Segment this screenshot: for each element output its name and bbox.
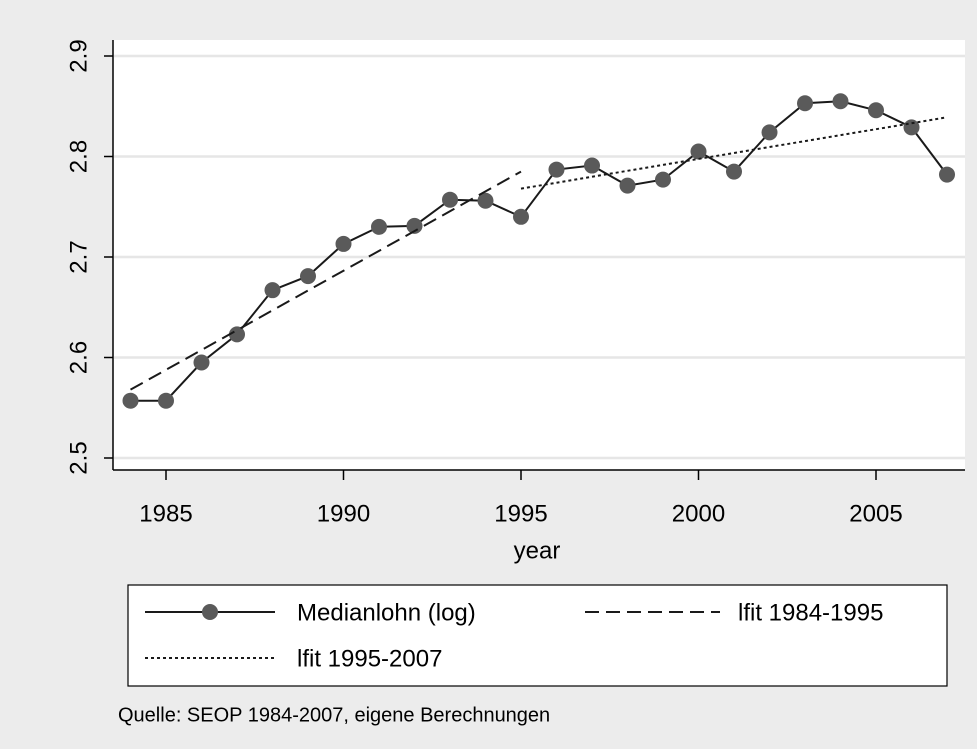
- marker: [726, 163, 742, 180]
- legend: [127, 584, 948, 687]
- marker: [122, 392, 139, 409]
- plot-area: [113, 40, 965, 470]
- marker: [406, 217, 423, 234]
- x-tick-label: 2005: [849, 500, 902, 527]
- marker: [513, 208, 529, 225]
- y-tick-label: 2.6: [65, 341, 92, 374]
- marker: [371, 218, 387, 235]
- marker: [193, 354, 210, 371]
- y-tick-label: 2.7: [65, 240, 92, 273]
- marker: [903, 119, 920, 136]
- marker: [868, 102, 884, 119]
- x-tick-label: 2000: [672, 500, 725, 527]
- marker: [548, 161, 565, 178]
- y-tick-label: 2.9: [65, 39, 92, 72]
- marker: [655, 171, 671, 188]
- marker: [761, 124, 778, 141]
- y-tick-label: 2.5: [65, 441, 92, 474]
- marker: [832, 93, 849, 110]
- legend-marker: [202, 604, 218, 620]
- marker: [690, 143, 707, 160]
- note: Quelle: SEOP 1984-2007, eigene Berechnun…: [118, 704, 550, 726]
- marker: [477, 192, 494, 209]
- y-tick-label: 2.8: [65, 140, 92, 173]
- legend-label: lfit 1984-1995: [738, 599, 883, 626]
- x-tick-label: 1985: [139, 500, 192, 527]
- marker: [158, 392, 174, 409]
- marker: [619, 177, 636, 194]
- marker: [300, 268, 316, 285]
- legend-label: lfit 1995-2007: [297, 645, 442, 672]
- marker: [229, 326, 245, 343]
- x-tick-label: 1995: [494, 500, 547, 527]
- marker: [584, 157, 600, 174]
- marker: [264, 282, 281, 299]
- x-axis-label: year: [514, 537, 561, 564]
- series-line: [130, 170, 522, 391]
- x-tick-label: 1990: [317, 500, 370, 527]
- legend-label: Medianlohn (log): [297, 599, 476, 626]
- marker: [797, 95, 813, 112]
- marker: [939, 166, 955, 183]
- marker: [335, 235, 352, 252]
- marker: [442, 191, 458, 208]
